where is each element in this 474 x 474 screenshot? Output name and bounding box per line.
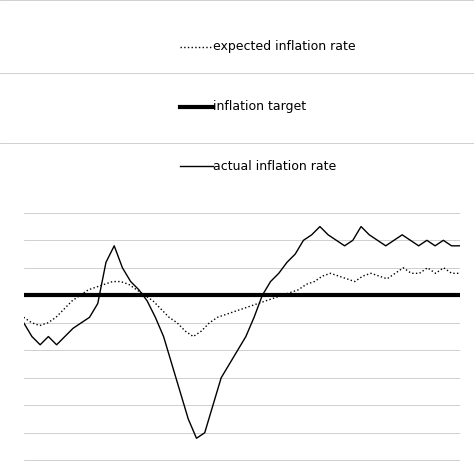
Text: inflation target: inflation target: [213, 100, 306, 113]
Text: actual inflation rate: actual inflation rate: [213, 160, 337, 173]
Text: expected inflation rate: expected inflation rate: [213, 40, 356, 54]
